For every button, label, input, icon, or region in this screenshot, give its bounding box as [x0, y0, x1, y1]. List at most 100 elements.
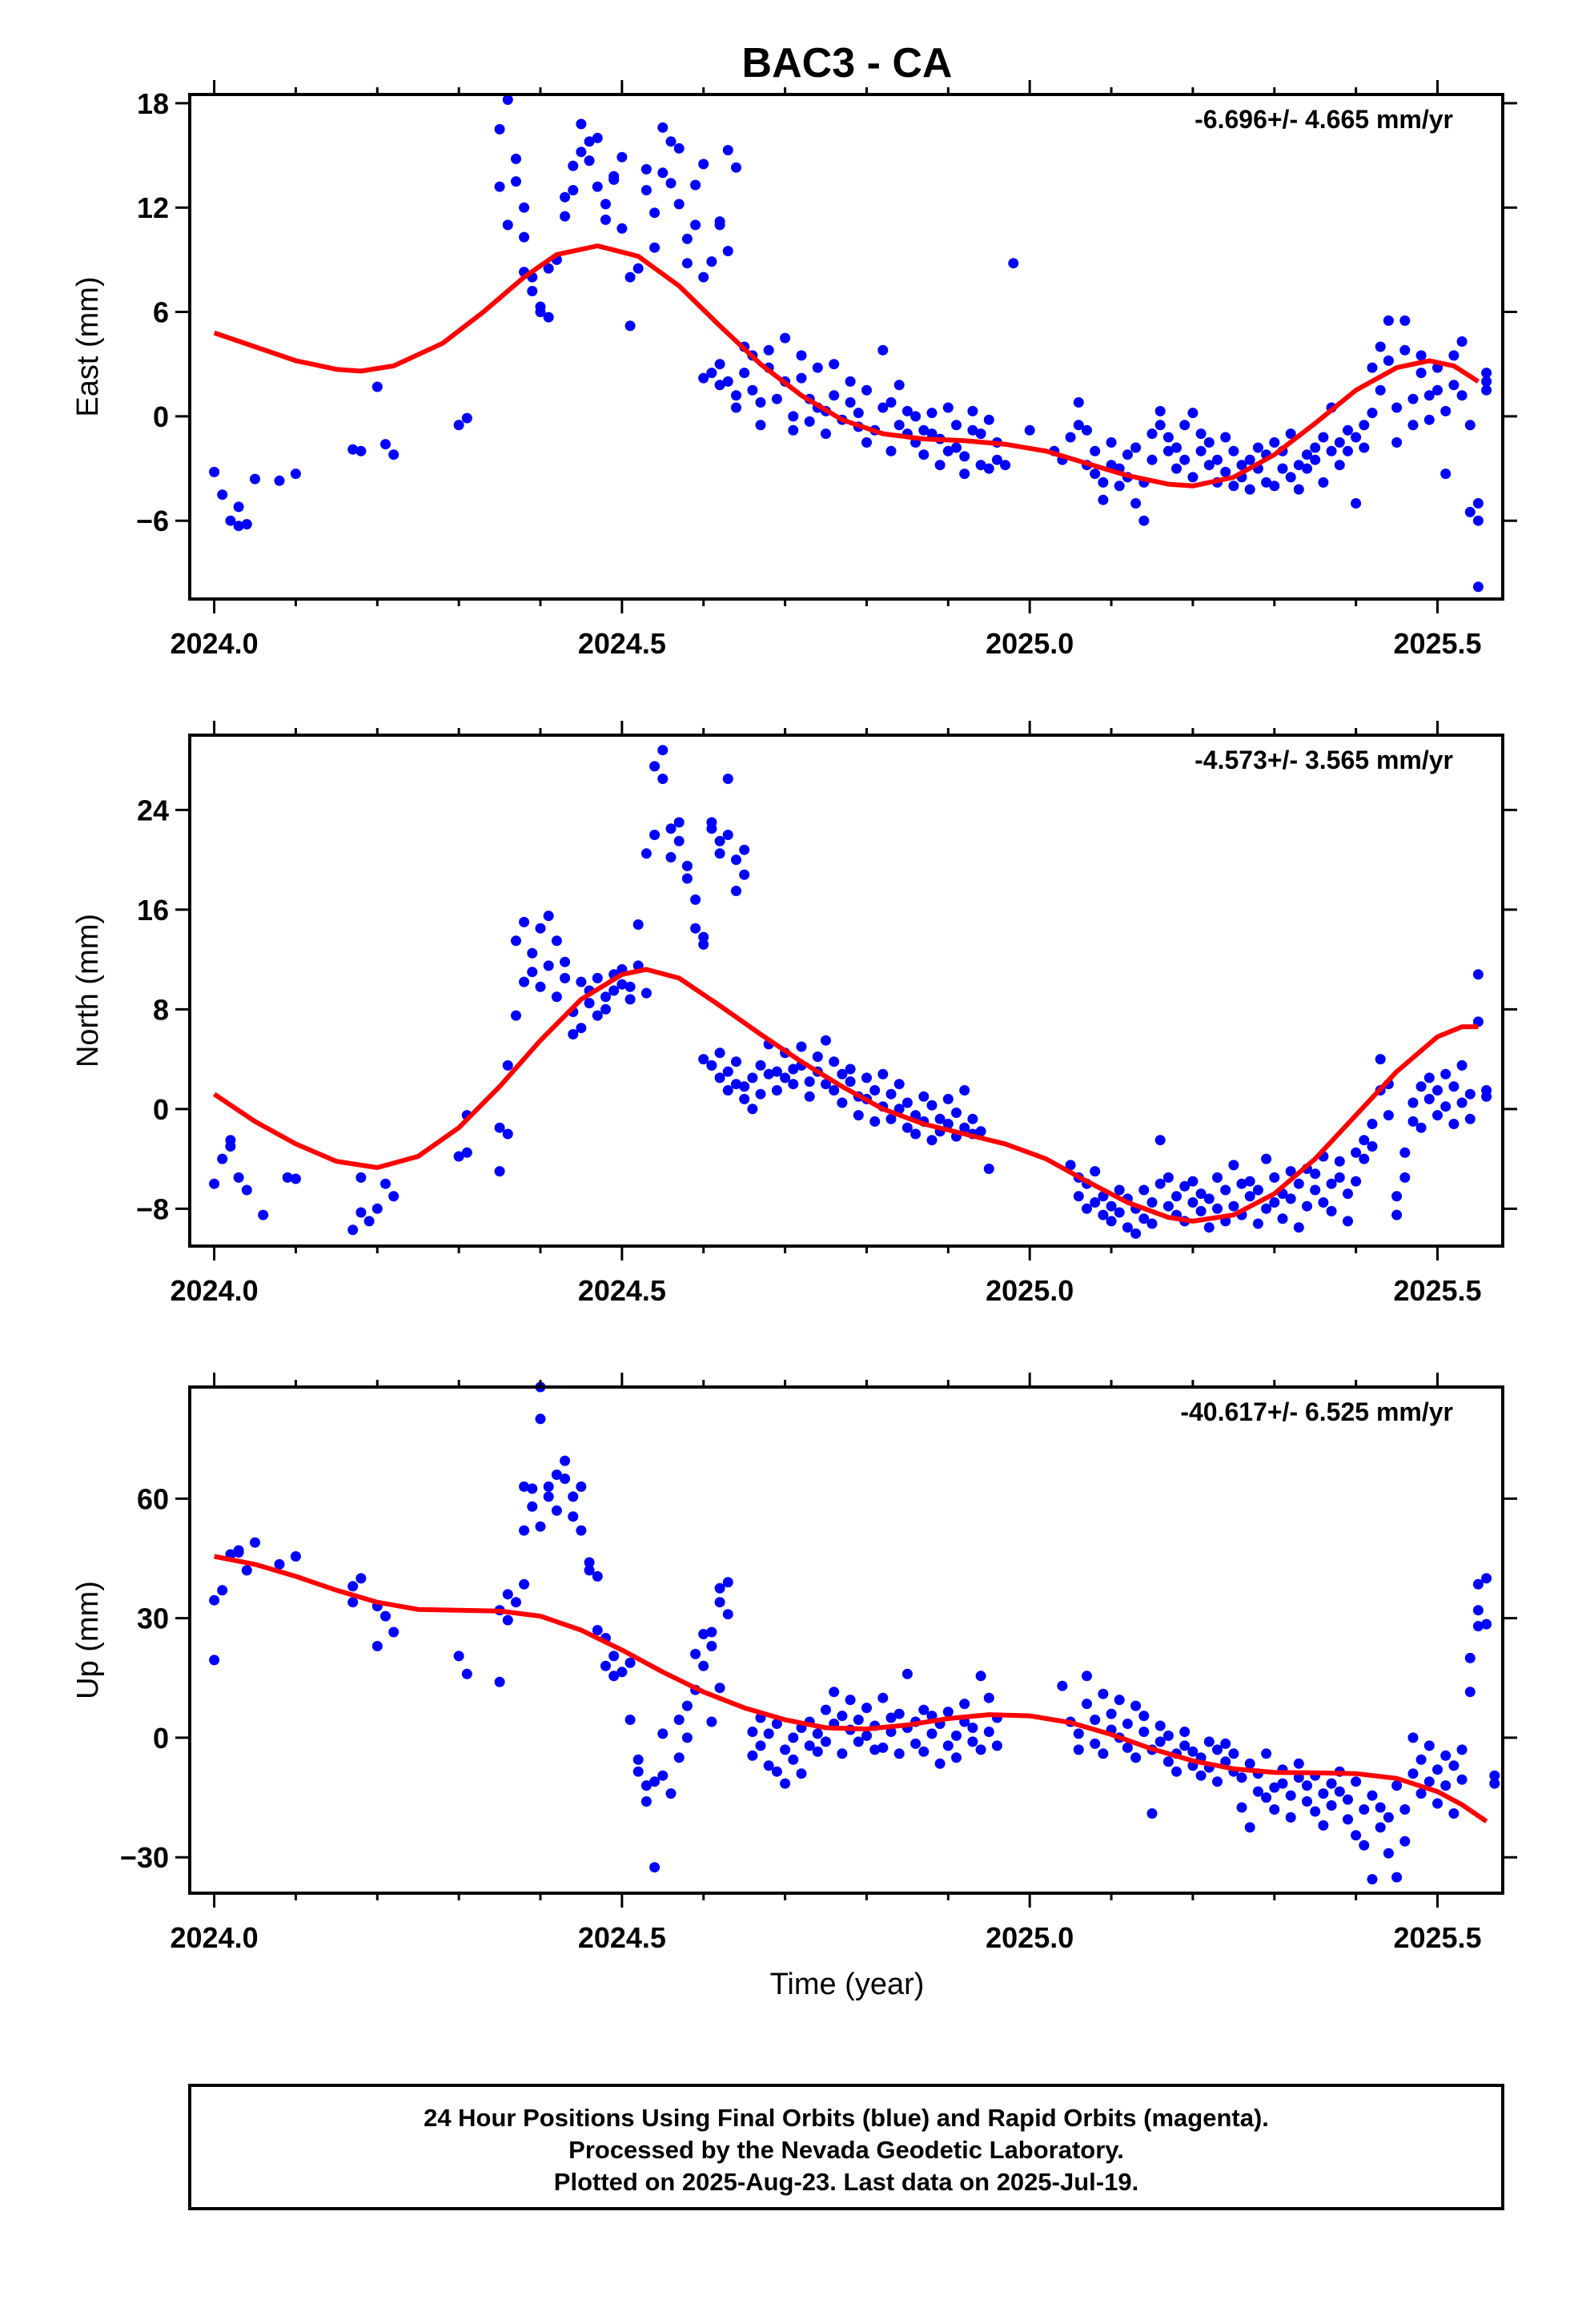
data-point: [706, 256, 717, 267]
data-point: [1146, 1197, 1158, 1208]
data-point: [1057, 1680, 1068, 1691]
data-point: [804, 1740, 815, 1751]
data-point: [1310, 454, 1321, 465]
data-point: [1310, 1806, 1321, 1817]
data-point: [1269, 480, 1280, 492]
data-point: [527, 947, 538, 959]
data-point: [1440, 1068, 1452, 1080]
data-point: [665, 1788, 677, 1799]
data-point: [812, 1051, 823, 1062]
data-point: [1448, 1119, 1460, 1129]
data-point: [1179, 420, 1191, 431]
data-point: [1138, 1727, 1150, 1737]
data-point: [1407, 1097, 1419, 1108]
data-point: [1244, 454, 1255, 465]
data-point: [380, 439, 391, 450]
north-fit-line: [212, 967, 1479, 1224]
data-point: [698, 1054, 709, 1065]
data-point: [731, 1079, 741, 1090]
data-point: [837, 1068, 848, 1080]
data-point: [1195, 1205, 1207, 1216]
data-point: [1440, 1750, 1452, 1761]
data-point: [967, 1723, 978, 1733]
data-point: [624, 271, 636, 283]
east-y-axis-label: East (mm): [71, 276, 105, 416]
data-point: [1082, 424, 1092, 436]
data-point: [910, 1128, 921, 1140]
data-point: [1090, 1166, 1101, 1177]
data-point: [1162, 445, 1174, 456]
data-point: [1114, 1695, 1125, 1706]
data-point: [258, 1209, 269, 1220]
data-point: [983, 1692, 994, 1703]
east-fit-line: [213, 243, 1480, 489]
data-point: [1472, 969, 1484, 980]
data-point: [388, 449, 400, 460]
data-point: [1065, 1160, 1076, 1171]
data-point: [739, 1093, 750, 1104]
data-point: [1383, 355, 1394, 366]
x-tick-label: 2025.5: [1393, 627, 1481, 660]
data-point: [788, 411, 799, 422]
data-point: [1203, 1193, 1215, 1204]
data-point: [1432, 1110, 1443, 1121]
data-point: [535, 923, 546, 934]
data-point: [731, 854, 741, 866]
data-point: [1285, 1790, 1296, 1801]
data-point: [519, 231, 530, 243]
data-point: [1203, 437, 1215, 448]
data-point: [1367, 1790, 1378, 1801]
data-point: [453, 1651, 464, 1662]
north-rate-label: -4.573+/- 3.565 mm/yr: [1195, 746, 1453, 774]
data-point: [1399, 1172, 1411, 1183]
data-point: [1302, 449, 1312, 460]
data-point: [690, 1648, 701, 1659]
data-point: [1228, 1160, 1239, 1171]
data-point: [1423, 390, 1435, 401]
data-point: [1090, 1715, 1101, 1725]
data-point: [371, 1203, 383, 1214]
data-point: [951, 420, 962, 431]
data-point: [1220, 1738, 1231, 1749]
data-point: [1269, 1804, 1280, 1815]
data-point: [1334, 1786, 1345, 1797]
data-point: [560, 972, 571, 983]
data-point: [1302, 1200, 1312, 1212]
data-point: [739, 1081, 750, 1092]
data-point: [1343, 1216, 1353, 1227]
data-point: [1415, 1754, 1427, 1765]
data-point: [347, 1224, 359, 1236]
data-point: [1082, 1699, 1092, 1710]
data-point: [1407, 1732, 1419, 1743]
data-point: [1122, 1719, 1133, 1729]
data-point: [649, 761, 661, 772]
data-point: [951, 442, 962, 453]
data-point: [771, 1719, 782, 1729]
data-point: [1318, 432, 1329, 443]
data-point: [1343, 424, 1353, 436]
data-point: [649, 830, 661, 840]
data-point: [511, 1597, 521, 1608]
data-point: [371, 1641, 383, 1651]
data-point: [780, 1072, 791, 1084]
data-point: [1367, 1141, 1378, 1152]
data-point: [877, 1692, 889, 1703]
data-point: [722, 1609, 733, 1620]
y-tick-label: −30: [120, 1841, 169, 1874]
data-point: [1472, 1605, 1484, 1616]
data-point: [1154, 1135, 1166, 1146]
data-point: [217, 489, 228, 501]
x-tick-label: 2024.5: [578, 1921, 666, 1954]
data-point: [714, 380, 725, 391]
data-point: [983, 463, 994, 474]
data-point: [1203, 460, 1215, 471]
data-point: [1481, 376, 1492, 387]
data-point: [763, 1728, 774, 1739]
data-point: [1391, 1191, 1403, 1202]
data-point: [821, 1079, 831, 1090]
data-point: [233, 501, 244, 513]
data-point: [1326, 1205, 1337, 1216]
data-point: [502, 1614, 513, 1626]
up-fit-line: [214, 1554, 1488, 1823]
data-point: [1481, 384, 1492, 396]
